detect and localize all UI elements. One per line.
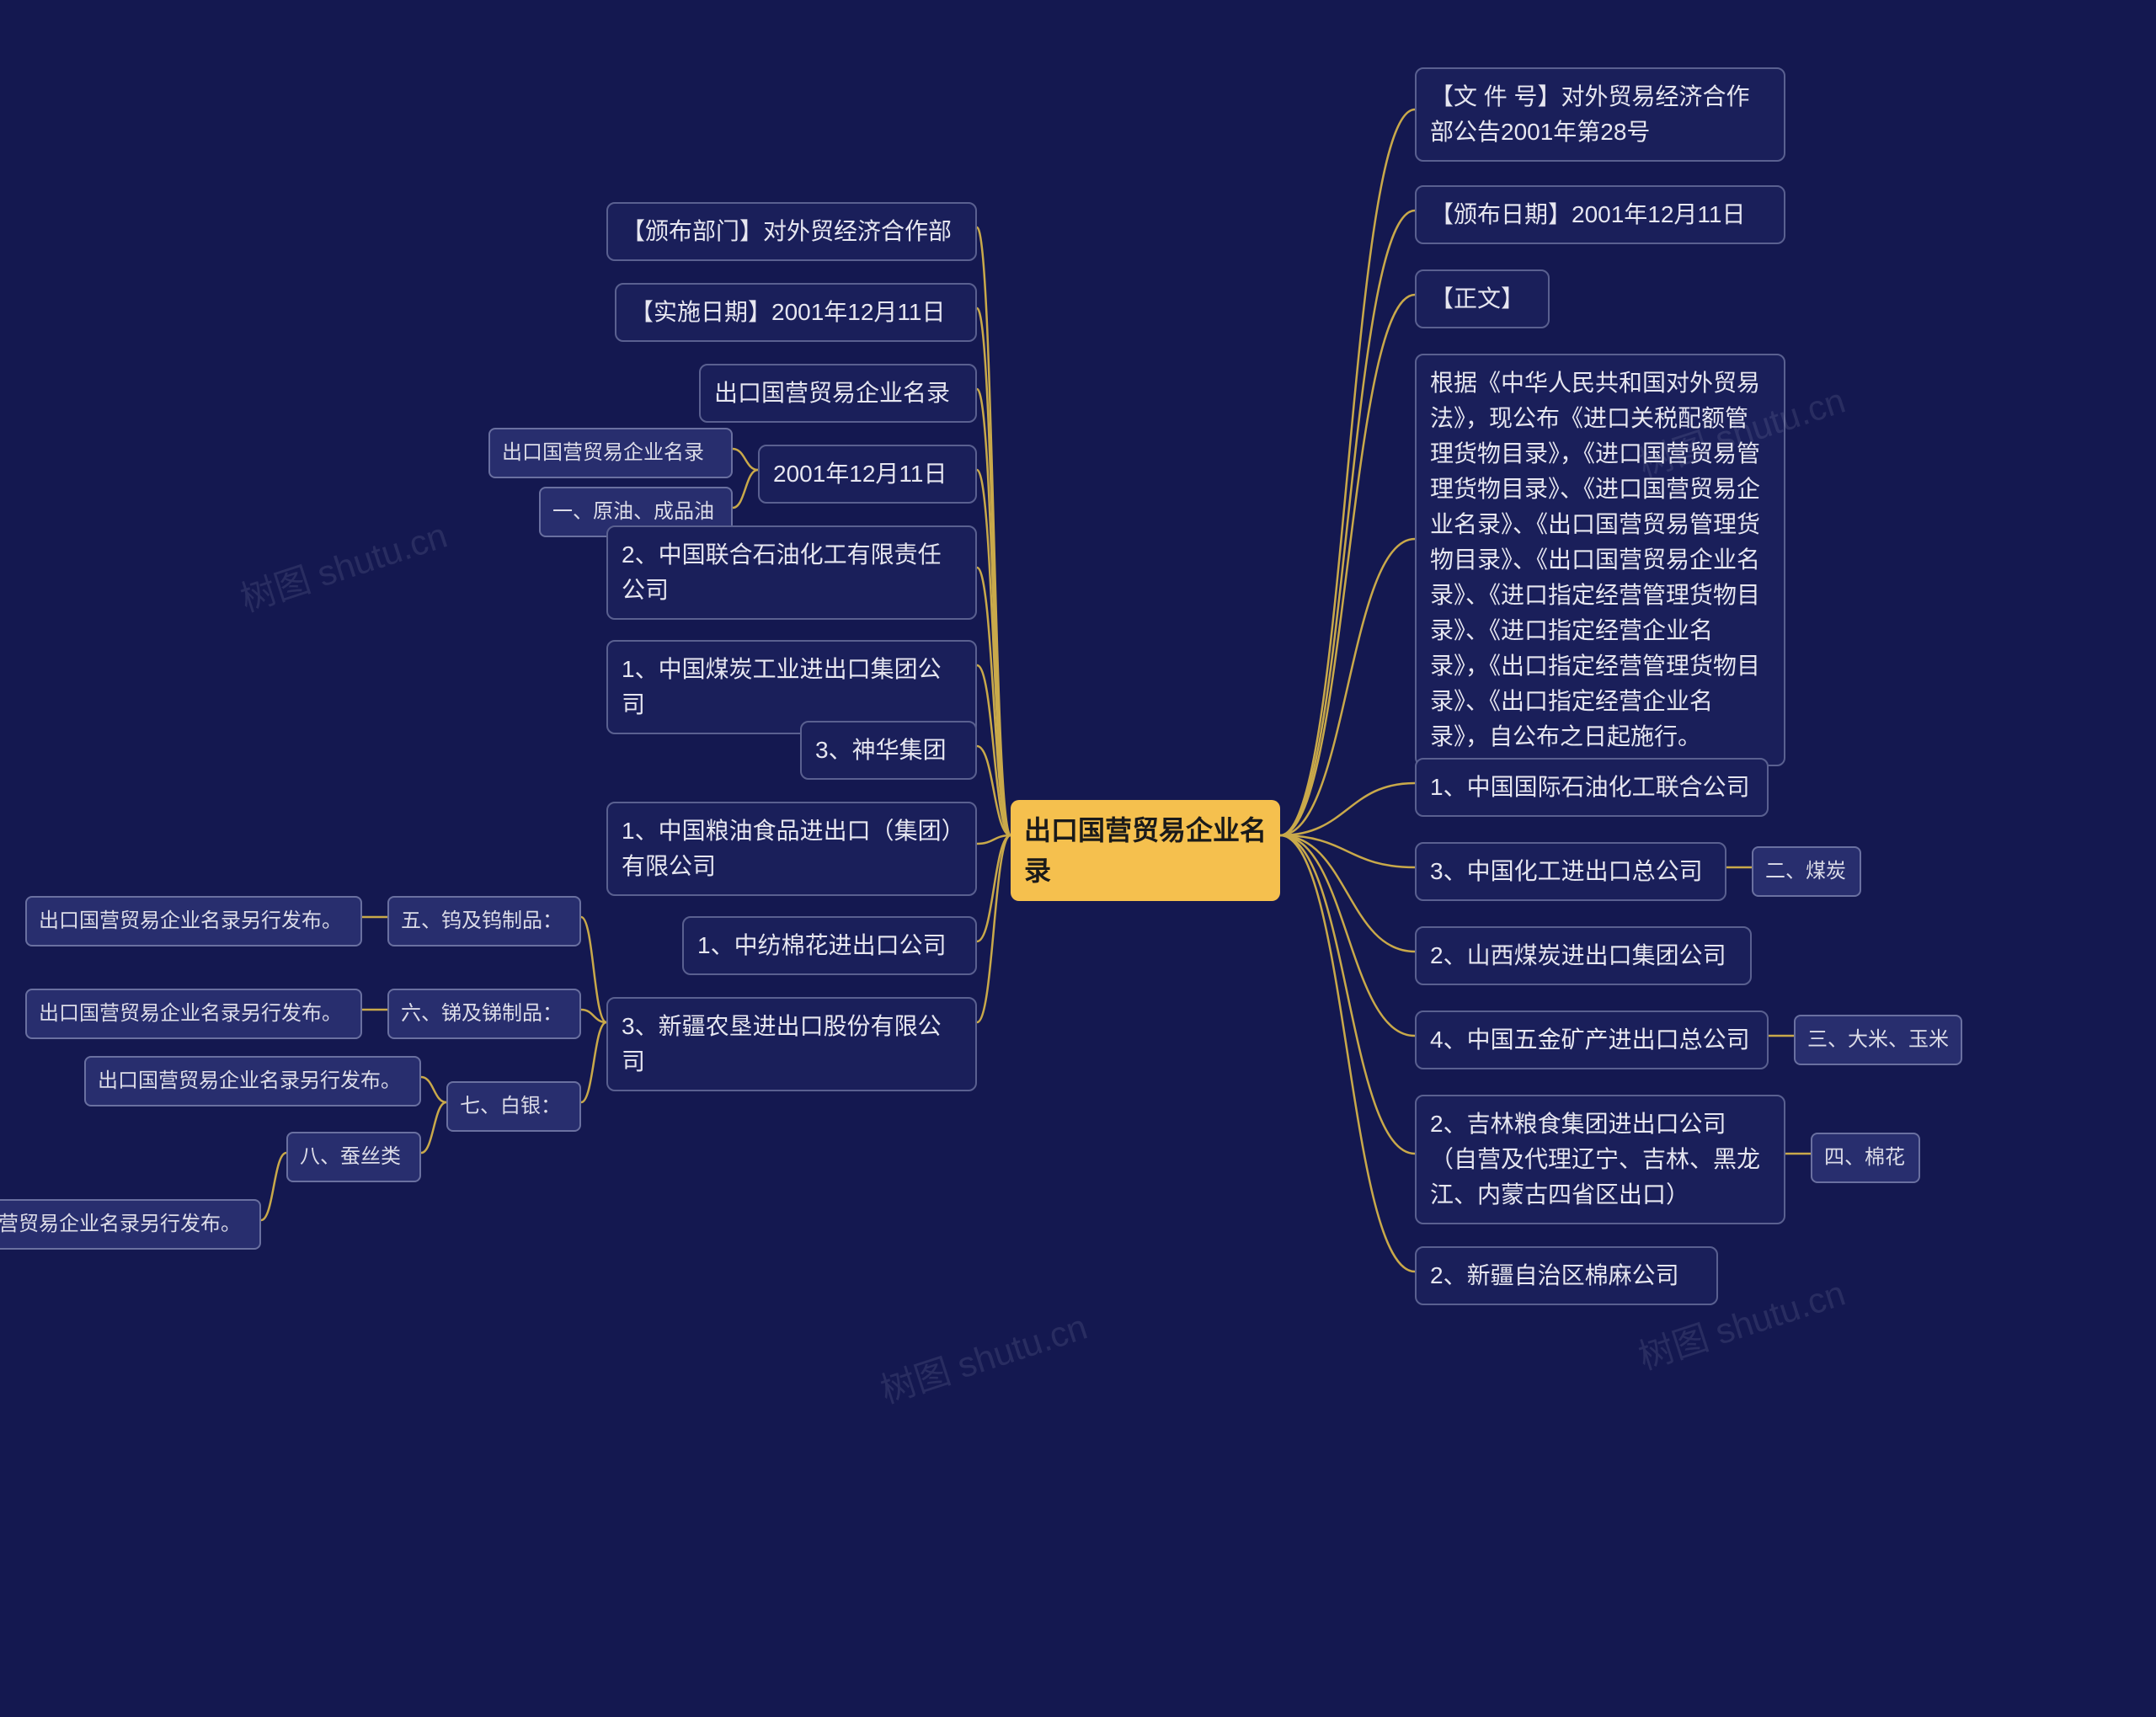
left-node-l9: 1、中纺棉花进出口公司 [682,916,977,975]
right-child-r9-0: 四、棉花 [1811,1133,1920,1183]
left-child-l4-0: 出口国营贸易企业名录 [488,428,733,478]
right-node-r4: 根据《中华人民共和国对外贸易法》，现公布《进口关税配额管理货物目录》，《进口国营… [1415,354,1785,766]
right-child-r8-0: 三、大米、玉米 [1794,1015,1962,1065]
left-sub-l10-2-0: 出口国营贸易企业名录另行发布。 [84,1056,421,1106]
watermark: 树图 shutu.cn [873,1298,1093,1414]
right-node-r7: 2、山西煤炭进出口集团公司 [1415,926,1752,985]
root-node: 出口国营贸易企业名录 [1011,800,1280,901]
left-sub-l10-0-0: 出口国营贸易企业名录另行发布。 [25,896,362,946]
right-node-r3: 【正文】 [1415,269,1550,328]
left-child-l10-0: 五、钨及钨制品： [387,896,581,946]
watermark: 树图 shutu.cn [233,507,453,622]
left-node-l2: 【实施日期】2001年12月11日 [615,283,977,342]
left-sub2-l10-2-1-0: 出口国营贸易企业名录另行发布。 [0,1199,261,1250]
left-sub-l10-1-0: 出口国营贸易企业名录另行发布。 [25,989,362,1039]
right-node-r1: 【文 件 号】对外贸易经济合作部公告2001年第28号 [1415,67,1785,162]
right-node-r10: 2、新疆自治区棉麻公司 [1415,1246,1718,1305]
left-child-l10-1: 六、锑及锑制品： [387,989,581,1039]
left-node-l3: 出口国营贸易企业名录 [699,364,977,423]
left-node-l5: 2、中国联合石油化工有限责任公司 [606,525,977,620]
left-node-l7: 3、神华集团 [800,721,977,780]
right-node-r8: 4、中国五金矿产进出口总公司 [1415,1010,1769,1069]
left-node-l8: 1、中国粮油食品进出口（集团）有限公司 [606,802,977,896]
left-node-l10: 3、新疆农垦进出口股份有限公司 [606,997,977,1091]
right-child-r6-0: 二、煤炭 [1752,846,1861,897]
right-node-r2: 【颁布日期】2001年12月11日 [1415,185,1785,244]
left-node-l4: 2001年12月11日 [758,445,977,504]
right-node-r6: 3、中国化工进出口总公司 [1415,842,1726,901]
right-node-r9: 2、吉林粮食集团进出口公司（自营及代理辽宁、吉林、黑龙江、内蒙古四省区出口） [1415,1095,1785,1224]
right-node-r5: 1、中国国际石油化工联合公司 [1415,758,1769,817]
left-sub-l10-2-1: 八、蚕丝类 [286,1132,421,1182]
left-child-l10-2: 七、白银： [446,1081,581,1132]
left-node-l1: 【颁布部门】对外贸经济合作部 [606,202,977,261]
